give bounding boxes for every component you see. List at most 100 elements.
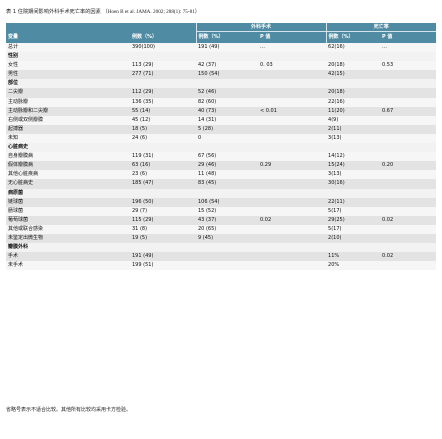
cell-cases: 55 (14) <box>130 106 196 116</box>
table-row: 手术 191 (49) 11% 0.02 <box>6 252 437 262</box>
row-label: 未鉴定出微生物 <box>6 233 130 244</box>
cell-mortality-p: … <box>380 43 437 53</box>
header-blank <box>130 23 196 32</box>
cell-mortality-p <box>380 70 437 80</box>
table-category-row: 心脏病史 <box>6 143 437 153</box>
cell-surgery-p: … <box>258 43 327 53</box>
row-label: 其他心脏疾病 <box>6 170 130 180</box>
cell-mortality-p: 0.02 <box>380 252 437 262</box>
table-row: 女性 113 (29) 42 (37) 0. 03 20(18) 0.53 <box>6 61 437 71</box>
cell-surgery-cases: 191 (49) <box>196 43 258 53</box>
cell-surgery-p <box>258 133 327 144</box>
caption-main: 表 1 住院期间影响外科手术死亡率的因素 <box>6 9 101 15</box>
cell-mortality-p <box>380 233 437 244</box>
cell-mortality-cases: 30(16) <box>326 179 381 189</box>
cell-mortality-cases: 2(10) <box>326 233 381 244</box>
cell-mortality-p: 0.02 <box>380 215 437 225</box>
cell-surgery-p: 0.02 <box>258 215 327 225</box>
cell-mortality-p <box>380 261 437 271</box>
table-row: 未知 24 (6) 0 3(13) <box>6 133 437 144</box>
table-row: 未鉴定出微生物 19 (5) 9 (45) 2(10) <box>6 233 437 244</box>
row-label: 总计 <box>6 43 130 53</box>
row-label: 自身瓣膜病 <box>6 152 130 162</box>
cell-mortality-cases: 4(9) <box>326 115 381 125</box>
cell-mortality-p <box>380 88 437 98</box>
cell-cases: 119 (31) <box>130 152 196 162</box>
cell-cases: 277 (71) <box>130 70 196 80</box>
cell-surgery-p <box>258 170 327 180</box>
mortality-factors-table: 外科手术 死亡率 变量 例数（%） 例数（%） P 值 例数（%） P 值 总计… <box>6 23 437 271</box>
cell-mortality-p: 0.20 <box>380 161 437 171</box>
table-row: 主动脉瓣 136 (35) 82 (60) 22(16) <box>6 97 437 107</box>
cell-mortality-cases: 5(17) <box>326 206 381 216</box>
cell-mortality-p <box>380 170 437 180</box>
cell-cases: 29 (7) <box>130 206 196 216</box>
caption-source: （Hoen B et al. JAMA. 2002; 288(1): 75-81… <box>102 9 200 15</box>
row-label: 链球菌 <box>6 197 130 207</box>
cell-mortality-cases: 3(13) <box>326 170 381 180</box>
cell-mortality-p <box>380 224 437 234</box>
table-footnote: 省略号表示不适合比较。其他所有比较均采用卡方检验。 <box>6 407 132 413</box>
header-mortality-cases: 例数（%） <box>325 31 381 43</box>
cell-surgery-p <box>258 97 327 107</box>
row-label: 右侧或双侧瓣膜 <box>6 115 130 125</box>
cell-cases: 191 (49) <box>130 252 196 262</box>
cell-surgery-p <box>258 179 327 189</box>
table-row: 假体瓣膜病 63 (16) 29 (46) 0.29 15(24) 0.20 <box>6 161 437 171</box>
cell-surgery-p <box>258 88 327 98</box>
row-label: 肠球菌 <box>6 206 130 216</box>
cell-surgery-cases: 150 (54) <box>196 70 258 80</box>
row-label: 无心脏病史 <box>6 179 130 189</box>
cell-mortality-p <box>380 97 437 107</box>
row-label: 起搏器 <box>6 124 130 134</box>
cell-mortality-p <box>380 133 437 144</box>
cell-surgery-p <box>258 197 327 207</box>
header-blank <box>6 23 130 32</box>
cell-surgery-p <box>258 115 327 125</box>
cell-mortality-cases: 15(24) <box>326 161 381 171</box>
cell-mortality-cases: 5(17) <box>326 224 381 234</box>
header-surgery-p: P 值 <box>258 31 327 43</box>
header-mortality-p: P 值 <box>380 31 437 43</box>
cell-mortality-cases: 22(11) <box>326 197 381 207</box>
cell-mortality-cases: 3(13) <box>326 133 381 144</box>
row-label: 二尖瓣 <box>6 88 130 98</box>
category-label: 性别 <box>6 52 437 62</box>
table-row: 男性 277 (71) 150 (54) 42(15) <box>6 70 437 80</box>
category-label: 心脏病史 <box>6 143 437 153</box>
table-row: 肠球菌 29 (7) 15 (52) 5(17) <box>6 206 437 216</box>
cell-surgery-cases: 83 (45) <box>196 179 258 189</box>
cell-surgery-cases: 9 (45) <box>196 233 258 244</box>
cell-cases: 113 (29) <box>130 61 196 71</box>
cell-surgery-p: < 0.01 <box>258 106 327 116</box>
cell-surgery-cases <box>196 261 258 271</box>
header-variable: 变量 <box>6 31 130 43</box>
cell-surgery-cases: 14 (31) <box>196 115 258 125</box>
table-category-row: 瓣膜外科 <box>6 243 437 253</box>
cell-mortality-cases: 22(16) <box>326 97 381 107</box>
cell-mortality-cases: 20(18) <box>326 61 381 71</box>
cell-cases: 63 (16) <box>130 161 196 171</box>
cell-cases: 31 (8) <box>130 224 196 234</box>
cell-mortality-cases: 2(11) <box>326 124 381 134</box>
cell-surgery-cases: 67 (56) <box>196 152 258 162</box>
table-row: 主动脉瓣和二尖瓣 55 (14) 40 (73) < 0.01 11(20) 0.67 <box>6 106 437 116</box>
table-category-row: 性别 <box>6 52 437 62</box>
cell-surgery-p <box>258 233 327 244</box>
table-row: 起搏器 18 (5) 5 (28) 2(11) <box>6 124 437 134</box>
cell-surgery-cases: 106 (54) <box>196 197 258 207</box>
category-label: 部位 <box>6 79 437 89</box>
cell-surgery-cases <box>196 252 258 262</box>
cell-surgery-p <box>258 252 327 262</box>
table-row: 总计 390(100) 191 (49)… 62(16)… <box>6 43 437 53</box>
table-body: 总计 390(100) 191 (49)… 62(16)… 性别 女性 113 (29) 42… <box>6 43 437 271</box>
table-header: 外科手术 死亡率 变量 例数（%） 例数（%） P 值 例数（%） P 值 <box>6 23 437 43</box>
row-label: 其他或联合感染 <box>6 224 130 234</box>
category-label: 病原菌 <box>6 188 437 198</box>
cell-cases: 196 (50) <box>130 197 196 207</box>
cell-mortality-p <box>380 115 437 125</box>
table-row: 自身瓣膜病 119 (31) 67 (56) 14(12) <box>6 152 437 162</box>
table-row: 链球菌 196 (50) 106 (54) 22(11) <box>6 197 437 207</box>
cell-mortality-cases: 11% <box>326 252 381 262</box>
row-label: 葡萄球菌 <box>6 215 130 225</box>
